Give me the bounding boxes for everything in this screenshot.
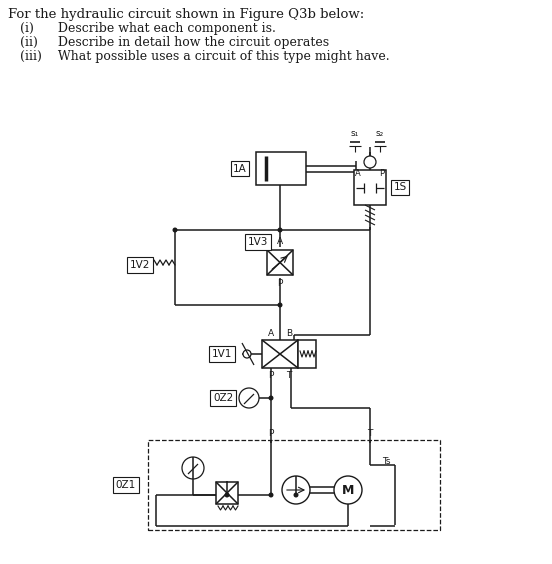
Text: P: P [268,371,274,380]
Bar [354,170,386,205]
Text: P: P [379,170,385,178]
Text: 1S: 1S [394,183,407,192]
Text: 1V1: 1V1 [212,349,232,359]
Text: Ts: Ts [382,457,390,466]
Circle shape [268,492,273,497]
Bar [298,340,316,368]
Text: 1V3: 1V3 [248,237,268,247]
Text: s₂: s₂ [376,130,384,139]
Circle shape [239,388,259,408]
Circle shape [294,492,299,497]
Text: (ii)     Describe in detail how the circuit operates: (ii) Describe in detail how the circuit … [20,36,329,49]
Circle shape [282,476,310,504]
Text: A: A [268,328,274,337]
Text: 0Z2: 0Z2 [213,393,233,403]
Text: P: P [268,430,274,438]
Text: For the hydraulic circuit shown in Figure Q3b below:: For the hydraulic circuit shown in Figur… [8,8,364,21]
Text: A: A [277,237,283,246]
Circle shape [278,227,283,232]
Text: T: T [286,371,291,380]
Text: (iii)    What possible uses a circuit of this type might have.: (iii) What possible uses a circuit of th… [20,50,390,63]
Circle shape [131,261,139,269]
Text: 1A: 1A [233,164,247,174]
Text: (i)      Describe what each component is.: (i) Describe what each component is. [20,22,276,35]
Text: 1V2: 1V2 [130,260,150,270]
Bar [256,152,306,185]
Circle shape [334,476,362,504]
Circle shape [278,302,283,307]
Circle shape [225,492,230,497]
Bar [216,482,238,504]
Circle shape [364,156,376,168]
Circle shape [182,457,204,479]
Circle shape [268,395,273,400]
Text: B: B [286,328,292,337]
Text: P: P [277,279,283,288]
Bar [267,250,293,275]
Text: T: T [367,430,373,438]
Circle shape [243,350,251,358]
Bar [262,340,298,368]
Text: A: A [355,170,361,178]
Circle shape [172,227,178,232]
Text: M: M [342,483,354,496]
Text: s₁: s₁ [351,130,359,139]
Bar [148,440,440,530]
Text: 0Z1: 0Z1 [116,480,136,490]
